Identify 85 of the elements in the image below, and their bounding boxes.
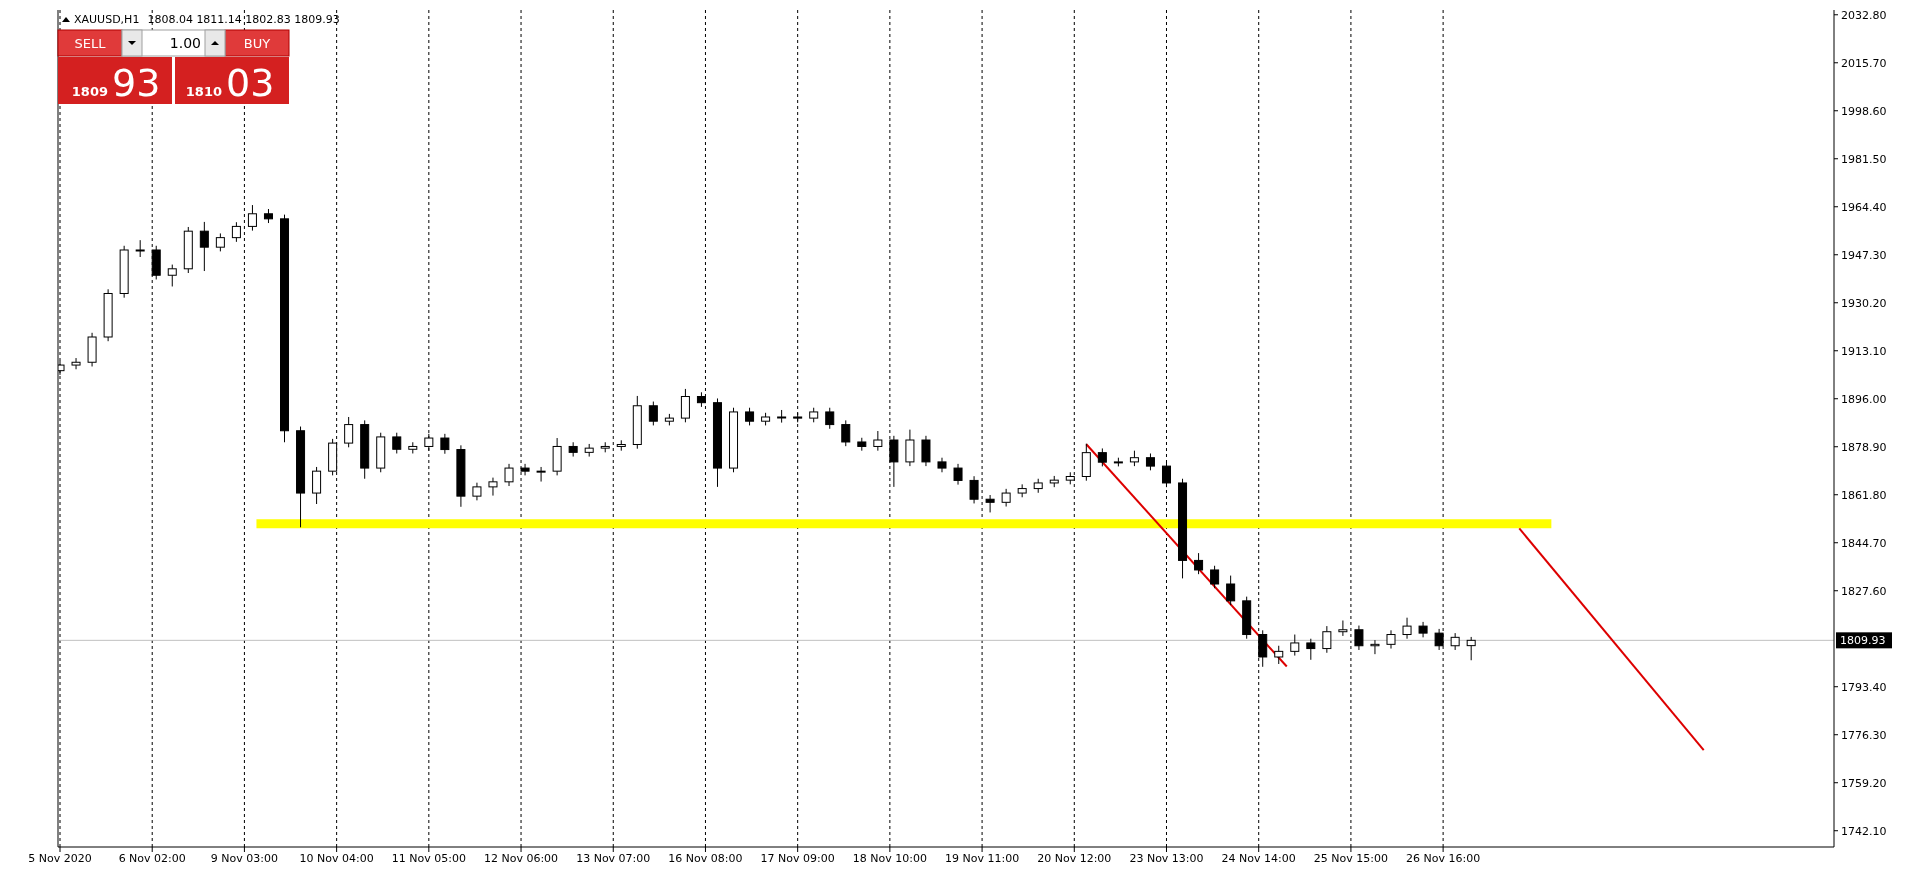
buy-button: BUY bbox=[224, 29, 290, 57]
annotation: 1810 bbox=[185, 84, 222, 99]
candlestick bbox=[648, 401, 658, 426]
x-tick-label: 23 Nov 13:00 bbox=[1129, 852, 1204, 865]
candlestick bbox=[1226, 575, 1236, 606]
x-tick-label: 16 Nov 08:00 bbox=[668, 852, 743, 865]
candlestick bbox=[1354, 625, 1364, 651]
candlestick bbox=[1338, 619, 1348, 637]
candlestick bbox=[953, 463, 963, 486]
candlestick bbox=[231, 221, 241, 243]
candlestick bbox=[841, 419, 851, 447]
x-tick-label: 17 Nov 09:00 bbox=[760, 852, 835, 865]
candlestick bbox=[985, 494, 995, 513]
annotation: 1.00 bbox=[169, 35, 201, 51]
y-tick-label: 1998.60 bbox=[1841, 104, 1887, 118]
candlestick bbox=[825, 407, 835, 430]
candlestick bbox=[247, 204, 257, 232]
candlestick bbox=[921, 435, 931, 467]
y-tick-label: 1793.40 bbox=[1841, 680, 1887, 694]
y-tick-label: 2032.80 bbox=[1841, 8, 1887, 22]
chart-subtitle: 1808.04 1811.14 1802.83 1809.93 bbox=[147, 13, 340, 26]
bid-price-box: 1809 93 bbox=[58, 57, 172, 105]
candlestick bbox=[1081, 443, 1091, 482]
x-tick-label: 9 Nov 03:00 bbox=[210, 852, 279, 865]
candlestick bbox=[1402, 617, 1412, 640]
candlestick bbox=[167, 264, 177, 287]
y-tick-label: 2015.70 bbox=[1841, 56, 1887, 70]
y-tick-label: 1742.10 bbox=[1841, 824, 1887, 838]
ref-line-label: 1809.93 bbox=[1840, 634, 1886, 648]
candlestick bbox=[1274, 645, 1284, 665]
candlestick bbox=[1370, 639, 1380, 655]
annotation: BUY bbox=[243, 36, 271, 51]
candlestick bbox=[1466, 636, 1476, 661]
x-tick-label: 11 Nov 05:00 bbox=[391, 852, 466, 865]
annotation: SELL bbox=[74, 36, 107, 51]
y-tick-label: 1878.90 bbox=[1841, 440, 1887, 454]
candlestick bbox=[1450, 632, 1460, 651]
annotation: 93 bbox=[112, 61, 161, 105]
candlestick bbox=[1306, 638, 1316, 661]
candlestick bbox=[488, 477, 498, 497]
y-tick-label: 1947.30 bbox=[1841, 248, 1887, 262]
ask-price-box: 1810 03 bbox=[175, 57, 289, 105]
y-tick-label: 1759.20 bbox=[1841, 776, 1887, 790]
candlestick bbox=[1322, 625, 1332, 654]
sell-button: SELL bbox=[57, 29, 123, 57]
x-tick-label: 20 Nov 12:00 bbox=[1037, 852, 1112, 865]
candlestick bbox=[680, 388, 690, 423]
y-tick-label: 1827.60 bbox=[1841, 584, 1887, 598]
chart-title: XAUUSD,H1 bbox=[74, 13, 140, 26]
candlestick bbox=[1194, 552, 1204, 575]
y-tick-label: 1964.40 bbox=[1841, 200, 1887, 214]
y-tick-label: 1896.00 bbox=[1841, 392, 1887, 406]
candlestick bbox=[392, 432, 402, 454]
x-tick-label: 19 Nov 11:00 bbox=[945, 852, 1020, 865]
x-tick-label: 5 Nov 2020 bbox=[28, 852, 92, 865]
y-tick-label: 1930.20 bbox=[1841, 296, 1887, 310]
candlestick bbox=[504, 463, 514, 487]
y-tick-label: 1861.80 bbox=[1841, 488, 1887, 502]
x-tick-label: 6 Nov 02:00 bbox=[118, 852, 186, 865]
lot-size-field: 1.00 bbox=[121, 29, 226, 57]
candlestick bbox=[873, 430, 883, 452]
candlestick bbox=[536, 466, 546, 483]
candlestick bbox=[1210, 565, 1220, 589]
x-tick-label: 13 Nov 07:00 bbox=[576, 852, 651, 865]
candlestick bbox=[969, 475, 979, 504]
candlestick bbox=[199, 221, 209, 272]
candlestick bbox=[344, 416, 354, 448]
candlestick bbox=[1386, 629, 1396, 650]
y-tick-label: 1981.50 bbox=[1841, 152, 1887, 166]
annotation: 1809 bbox=[71, 84, 108, 99]
x-tick-label: 24 Nov 14:00 bbox=[1221, 852, 1296, 865]
x-tick-label: 26 Nov 16:00 bbox=[1406, 852, 1481, 865]
x-tick-label: 25 Nov 15:00 bbox=[1313, 852, 1388, 865]
candlestick bbox=[71, 357, 81, 370]
candlestick bbox=[905, 429, 915, 467]
candlestick bbox=[312, 466, 322, 505]
x-tick-label: 12 Nov 06:00 bbox=[483, 852, 559, 865]
candlestick bbox=[440, 433, 450, 455]
x-tick-label: 18 Nov 10:00 bbox=[852, 852, 927, 865]
y-tick-label: 1913.10 bbox=[1841, 344, 1887, 358]
x-tick-label: 10 Nov 04:00 bbox=[299, 852, 374, 865]
y-tick-label: 1844.70 bbox=[1841, 536, 1887, 550]
candlestick bbox=[1290, 634, 1300, 657]
annotation: 03 bbox=[226, 61, 275, 105]
y-tick-label: 1776.30 bbox=[1841, 728, 1887, 742]
